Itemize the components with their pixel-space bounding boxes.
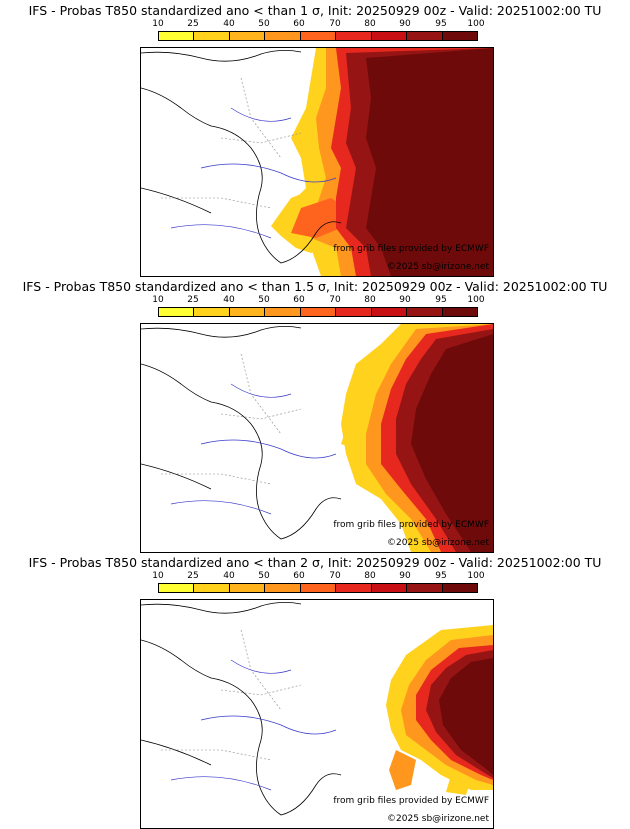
rivers bbox=[170, 107, 337, 239]
color-scale-bar bbox=[158, 583, 478, 593]
color-scale-labels: 10 25 40 50 60 70 80 90 95 100 bbox=[152, 295, 484, 307]
panel-title: IFS - Probas T850 standardized ano < tha… bbox=[28, 555, 602, 570]
scale-label: 60 bbox=[293, 295, 305, 305]
scale-label: 80 bbox=[364, 295, 376, 305]
scale-label: 90 bbox=[399, 571, 411, 581]
scale-swatch bbox=[300, 308, 337, 316]
scale-label: 90 bbox=[399, 19, 411, 29]
probability-map: from grib files provided by ECMWF ©2025 … bbox=[140, 323, 494, 553]
scale-label: 100 bbox=[467, 571, 485, 581]
scale-label: 40 bbox=[223, 295, 235, 305]
scale-swatch bbox=[229, 308, 266, 316]
scale-label: 40 bbox=[223, 19, 235, 29]
coastlines bbox=[141, 326, 342, 540]
coastlines bbox=[141, 50, 342, 264]
scale-swatch bbox=[300, 32, 337, 40]
scale-swatch bbox=[194, 32, 230, 40]
scale-swatch bbox=[265, 584, 301, 592]
scale-swatch bbox=[371, 308, 408, 316]
scale-label: 95 bbox=[435, 295, 447, 305]
probability-field bbox=[271, 48, 493, 276]
color-scale-labels: 10 25 40 50 60 70 80 90 95 100 bbox=[152, 571, 484, 583]
copyright-note: ©2025 sb@irizone.net bbox=[387, 538, 489, 548]
scale-label: 50 bbox=[258, 19, 270, 29]
copyright-note: ©2025 sb@irizone.net bbox=[387, 814, 489, 824]
scale-label: 100 bbox=[467, 19, 485, 29]
color-scale-bar bbox=[158, 31, 478, 41]
probability-field bbox=[341, 324, 493, 552]
scale-swatch bbox=[300, 584, 337, 592]
probability-map: from grib files provided by ECMWF ©2025 … bbox=[140, 47, 494, 277]
map-panel-1: IFS - Probas T850 standardized ano < tha… bbox=[0, 0, 630, 277]
scale-swatch bbox=[407, 308, 443, 316]
scale-label: 70 bbox=[329, 571, 341, 581]
scale-swatch bbox=[265, 32, 301, 40]
borders bbox=[161, 353, 302, 485]
scale-swatch bbox=[229, 584, 266, 592]
scale-swatch bbox=[407, 584, 443, 592]
rivers bbox=[170, 383, 337, 515]
data-source-note: from grib files provided by ECMWF bbox=[333, 520, 489, 530]
borders bbox=[161, 629, 302, 761]
panel-title: IFS - Probas T850 standardized ano < tha… bbox=[22, 279, 608, 294]
scale-swatch bbox=[442, 584, 477, 592]
scale-label: 95 bbox=[435, 19, 447, 29]
scale-swatch bbox=[159, 584, 195, 592]
scale-swatch bbox=[265, 308, 301, 316]
coastlines bbox=[141, 602, 342, 816]
scale-label: 25 bbox=[187, 571, 199, 581]
map-svg bbox=[141, 324, 493, 552]
scale-label: 80 bbox=[364, 19, 376, 29]
scale-swatch bbox=[442, 32, 477, 40]
scale-swatch bbox=[194, 308, 230, 316]
scale-swatch bbox=[407, 32, 443, 40]
scale-label: 10 bbox=[152, 19, 164, 29]
map-panel-2: IFS - Probas T850 standardized ano < tha… bbox=[0, 276, 630, 553]
scale-label: 90 bbox=[399, 295, 411, 305]
scale-label: 10 bbox=[152, 295, 164, 305]
borders bbox=[161, 77, 302, 209]
scale-label: 70 bbox=[329, 19, 341, 29]
scale-swatch bbox=[442, 308, 477, 316]
copyright-note: ©2025 sb@irizone.net bbox=[387, 262, 489, 272]
map-svg bbox=[141, 602, 493, 816]
color-scale-bar bbox=[158, 307, 478, 317]
scale-label: 60 bbox=[293, 571, 305, 581]
scale-swatch bbox=[336, 32, 372, 40]
data-source-note: from grib files provided by ECMWF bbox=[333, 796, 489, 806]
scale-label: 95 bbox=[435, 571, 447, 581]
scale-swatch bbox=[229, 32, 266, 40]
probability-field bbox=[386, 625, 493, 795]
scale-swatch bbox=[159, 308, 195, 316]
color-scale-labels: 10 25 40 50 60 70 80 90 95 100 bbox=[152, 19, 484, 31]
scale-swatch bbox=[336, 584, 372, 592]
scale-label: 60 bbox=[293, 19, 305, 29]
scale-label: 100 bbox=[467, 295, 485, 305]
scale-label: 25 bbox=[187, 19, 199, 29]
scale-label: 70 bbox=[329, 295, 341, 305]
scale-swatch bbox=[159, 32, 195, 40]
probability-map: from grib files provided by ECMWF ©2025 … bbox=[140, 599, 494, 829]
map-panel-3: IFS - Probas T850 standardized ano < tha… bbox=[0, 552, 630, 829]
scale-label: 50 bbox=[258, 295, 270, 305]
panel-title: IFS - Probas T850 standardized ano < tha… bbox=[28, 3, 602, 18]
scale-swatch bbox=[371, 32, 408, 40]
data-source-note: from grib files provided by ECMWF bbox=[333, 244, 489, 254]
rivers bbox=[170, 659, 337, 791]
scale-label: 25 bbox=[187, 295, 199, 305]
map-svg bbox=[141, 48, 493, 276]
scale-swatch bbox=[194, 584, 230, 592]
scale-swatch bbox=[371, 584, 408, 592]
scale-label: 10 bbox=[152, 571, 164, 581]
scale-label: 40 bbox=[223, 571, 235, 581]
scale-swatch bbox=[336, 308, 372, 316]
scale-label: 80 bbox=[364, 571, 376, 581]
scale-label: 50 bbox=[258, 571, 270, 581]
